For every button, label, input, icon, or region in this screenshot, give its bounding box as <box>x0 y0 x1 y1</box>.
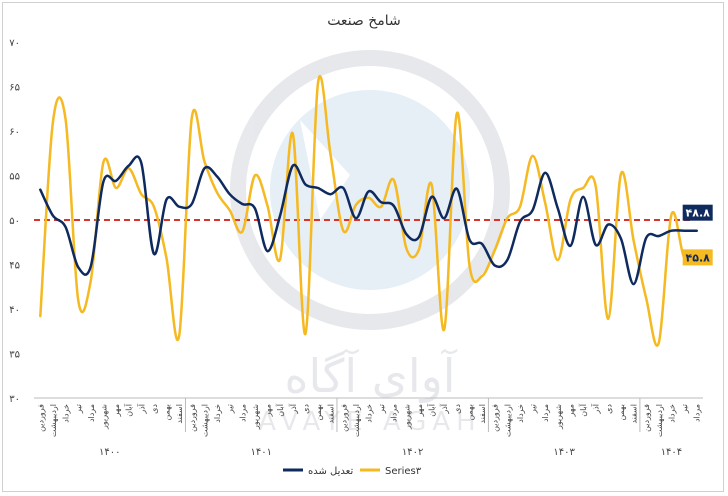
chart-legend: تعدیل شده Series۳ <box>283 466 422 477</box>
x-tick-label: دی <box>453 404 462 414</box>
legend-label-adjusted: تعدیل شده <box>308 466 353 477</box>
watermark-text-fa: آوای آگاه <box>284 349 457 404</box>
x-tick-label: خرداد <box>213 404 222 423</box>
chart-title: شامخ صنعت <box>327 13 401 29</box>
y-tick-label: ۴۰ <box>9 305 20 316</box>
x-axis: فروردین اردیبهشت خرداد تیر مرداد شهریور مهر آبا… <box>34 397 703 458</box>
x-tick-label: اسفند <box>175 404 184 424</box>
x-tick-label: تیر <box>226 404 235 414</box>
x-tick-label: مرداد <box>390 404 399 422</box>
x-tick-label: اردیبهشت <box>49 404 58 437</box>
x-tick-label: مهر <box>415 404 424 417</box>
x-tick-label: فروردین <box>491 404 500 432</box>
x-tick-label: مرداد <box>87 404 96 422</box>
x-tick-label: آذر <box>591 403 601 414</box>
x-tick-label: مرداد <box>541 404 550 422</box>
x-tick-label: بهمن <box>314 404 323 421</box>
x-tick-label: آبان <box>578 403 588 417</box>
y-tick-label: ۶۰ <box>9 127 20 138</box>
x-tick-label: مرداد <box>238 404 247 422</box>
x-tick-label: دی <box>301 404 310 414</box>
year-label: ۱۴۰۰ <box>99 447 120 458</box>
watermark-text-en: AVAYE AGAH <box>258 407 481 437</box>
data-label-box <box>682 249 713 266</box>
data-label-text: ۴۸.۸ <box>686 207 711 220</box>
x-tick-label: تیر <box>680 404 689 414</box>
x-tick-label: تیر <box>529 404 538 414</box>
chart-frame <box>2 2 724 492</box>
x-tick-label: شهریور <box>402 404 411 430</box>
data-label-box <box>682 204 713 221</box>
y-axis: ۷۰ ۶۵ ۶۰ ۵۵ ۵۰ ۴۵ ۴۰ ۳۵ ۳۰ <box>9 38 20 405</box>
x-tick-label: اردیبهشت <box>200 404 209 437</box>
x-tick-label: آذر <box>439 403 449 414</box>
x-tick-label: اردیبهشت <box>503 404 512 437</box>
x-tick-label: خرداد <box>667 404 676 423</box>
x-tick-label: آبان <box>427 403 437 417</box>
x-tick-label: مهر <box>566 404 575 417</box>
x-tick-label: خرداد <box>365 404 374 423</box>
y-tick-label: ۷۰ <box>9 38 20 49</box>
year-label: ۱۴۰۳ <box>553 447 575 458</box>
x-tick-label: آبان <box>275 403 285 417</box>
year-label: ۱۴۰۲ <box>402 447 423 458</box>
y-tick-label: ۳۵ <box>9 350 20 361</box>
y-tick-label: ۵۰ <box>9 216 20 227</box>
x-tick-label: مهر <box>112 404 121 417</box>
x-tick-label: بهمن <box>617 404 626 421</box>
plot-area <box>39 74 698 347</box>
x-tick-label: شهریور <box>99 404 108 430</box>
adjusted-line <box>39 155 698 286</box>
x-tick-label: خرداد <box>516 404 525 423</box>
year-label: ۱۴۰۱ <box>250 447 271 458</box>
x-tick-label: تیر <box>74 404 83 414</box>
x-tick-label: فروردین <box>642 404 651 432</box>
year-label: ۱۴۰۴ <box>661 447 682 458</box>
x-tick-label: بهمن <box>465 404 474 421</box>
x-tick-label: آذر <box>288 403 298 414</box>
x-tick-label: اردیبهشت <box>655 404 664 437</box>
y-tick-label: ۳۰ <box>9 394 20 405</box>
x-tick-label: فروردین <box>36 404 45 432</box>
x-tick-label: شهریور <box>251 404 260 430</box>
x-tick-label: اسفند <box>478 404 487 424</box>
x-tick-label: آبان <box>124 403 134 417</box>
x-tick-label: اسفند <box>630 404 639 424</box>
x-tick-label: شهریور <box>554 404 563 430</box>
x-tick-label: دی <box>150 404 159 414</box>
series3-line <box>39 74 698 347</box>
y-tick-label: ۶۵ <box>9 83 20 94</box>
x-tick-label: فروردین <box>188 404 197 432</box>
x-tick-label: آذر <box>136 403 146 414</box>
x-tick-label: خرداد <box>62 404 71 423</box>
x-tick-label: مرداد <box>693 404 702 422</box>
y-tick-label: ۵۵ <box>9 172 20 183</box>
x-tick-label: تیر <box>377 404 386 414</box>
x-tick-label: بهمن <box>163 404 172 421</box>
x-tick-label: مهر <box>264 404 273 417</box>
watermark-logo: آوای آگاه AVAYE AGAH <box>230 50 510 437</box>
data-label-text: ۴۵.۸ <box>686 251 711 264</box>
y-tick-label: ۴۵ <box>9 261 20 272</box>
x-tick-label: اردیبهشت <box>352 404 361 437</box>
x-tick-label: دی <box>604 404 613 414</box>
legend-label-series3: Series۳ <box>385 466 422 477</box>
data-labels: ۴۸.۸ ۴۵.۸ <box>682 204 713 266</box>
x-tick-label: اسفند <box>327 404 336 424</box>
x-tick-label: فروردین <box>339 404 348 432</box>
